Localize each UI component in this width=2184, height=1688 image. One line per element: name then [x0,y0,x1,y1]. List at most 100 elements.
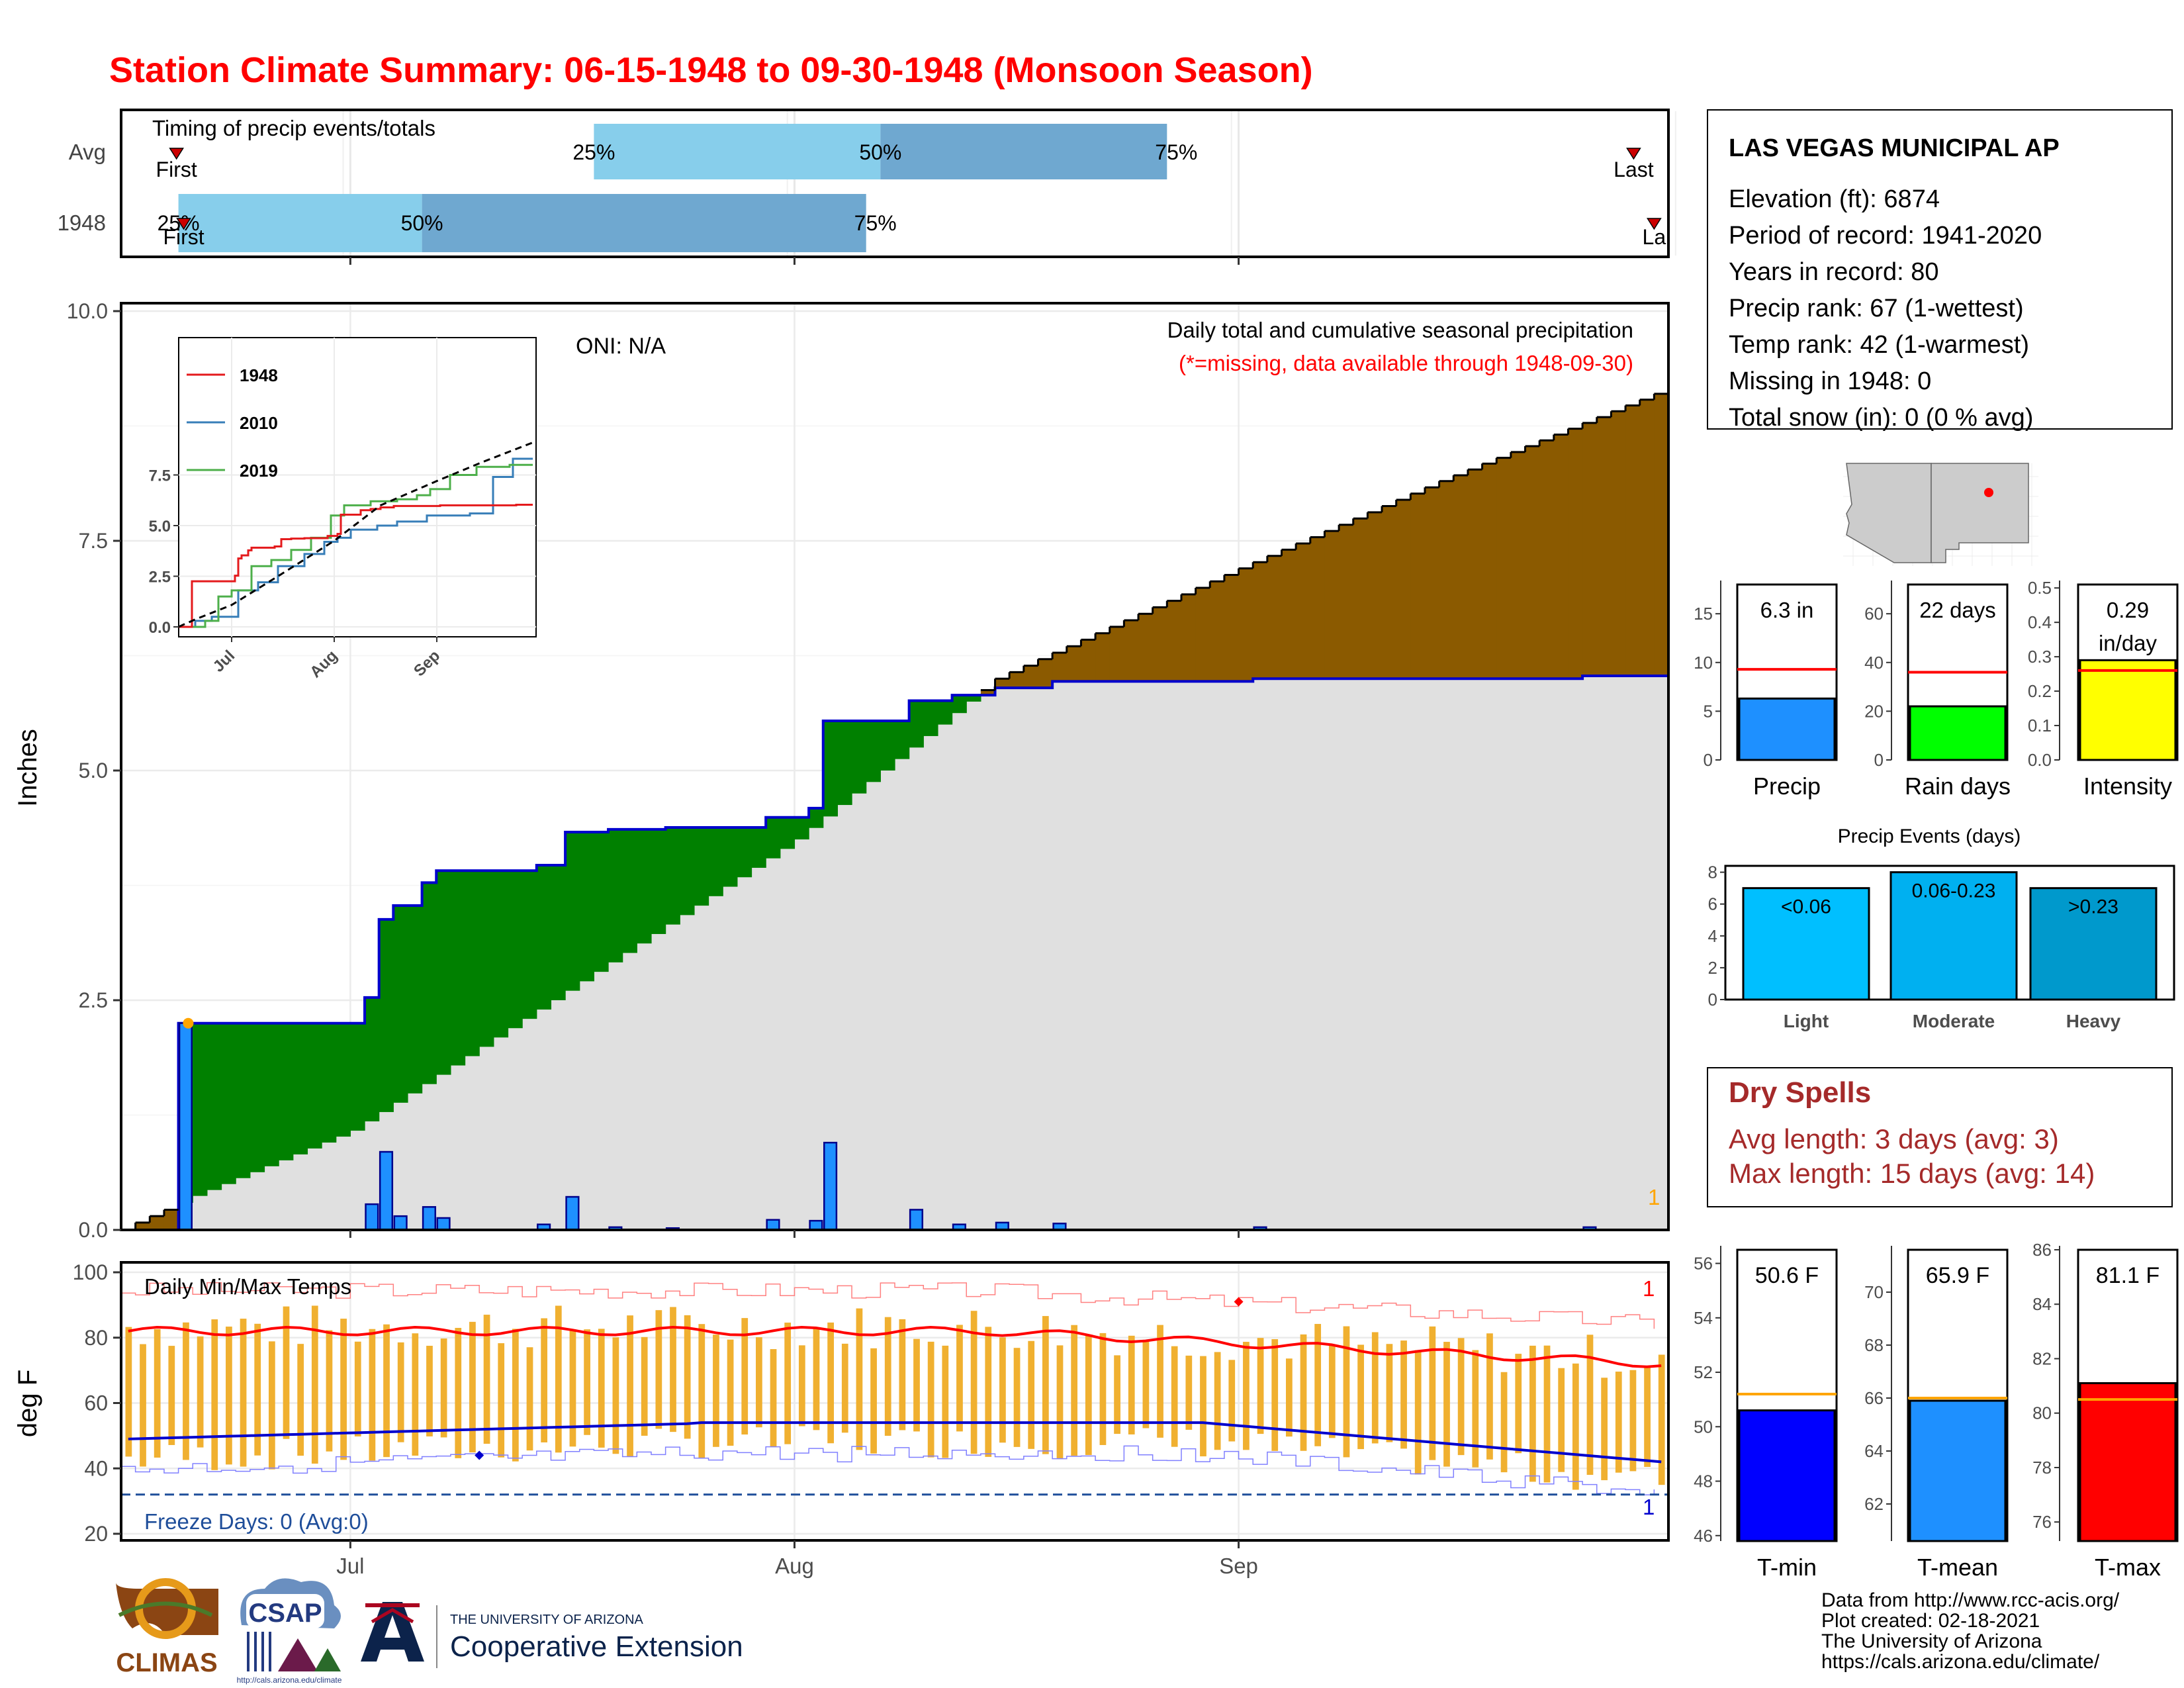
temp-daily-bars [125,1305,1665,1490]
precip-y-tick-label: 2.5 [79,988,108,1012]
temp-summary-t-mean-value-label: 65.9 F [1926,1263,1989,1288]
temp-summary-t-min-tick-label: 56 [1694,1254,1713,1274]
inset-line-2019 [179,463,533,628]
events-bar [2029,887,2158,1001]
temp-daily-bar [397,1342,404,1442]
above-avg-segment [952,695,967,714]
temp-summary-t-mean-name: T-mean [1917,1554,1998,1581]
temp-panel: 20 40 60 80 100 Jul Aug Sep deg F Daily Min/Ma… [13,1260,1670,1578]
season-summary-bars: 0 5 10 15 6.3 in Precip 0 20 40 60 22 days Rain day… [1694,578,2179,800]
summary-intensity-tick-label: 0.5 [2028,578,2052,598]
events-bar-label: >0.23 [2068,896,2118,918]
inset-lines [178,442,533,628]
above-avg-segment [264,1023,279,1166]
temp-y-ticks: 20 40 60 80 100 [73,1260,121,1546]
temp-daily-bar [1429,1326,1436,1460]
above-avg-segment [780,817,796,849]
below-avg-segment [1066,646,1082,682]
credit-data-source: Data from http://www.rcc-acis.org/ [1821,1589,2120,1611]
inset-y-tick-label: 7.5 [149,467,171,485]
below-avg-segment [1367,512,1383,679]
above-avg-segment [407,906,423,1094]
above-avg-segment [852,721,867,794]
station-location-dot [1984,488,1993,497]
summary-rain-days-value-label: 22 days [1919,598,1996,622]
timing-bar-25-50 [178,194,422,252]
temp-daily-bar [985,1327,992,1457]
temp-daily-bar [268,1341,275,1470]
above-avg-segment [895,721,910,759]
temp-daily-bar [1243,1342,1250,1450]
temp-daily-bar [125,1327,132,1457]
above-avg-segment [422,882,437,1084]
below-avg-segment [1167,600,1182,682]
daily-precip-bar [365,1203,379,1231]
daily-precip-bars [178,1022,1597,1231]
precip-x-ticks [349,1230,1240,1238]
daily-precip-bar [809,1219,823,1231]
above-avg-segment [665,827,680,925]
precip-corner-mark: 1 [1648,1185,1660,1209]
below-avg-segment [1482,463,1497,679]
credit-university: The University of Arizona [1821,1630,2042,1652]
record-low-marker [475,1450,484,1460]
temp-daily-bar [211,1319,218,1470]
below-avg-segment [1138,614,1154,682]
station-name: LAS VEGAS MUNICIPAL AP [1729,134,2060,162]
above-avg-segment [737,827,752,878]
daily-precip-bar [178,1022,193,1231]
temp-daily-bar [283,1306,290,1439]
temp-daily-bar [426,1346,433,1436]
timing-last-label: Last [1614,158,1654,181]
below-avg-segment [1081,639,1096,682]
summary-rain-days-bar [1909,705,2007,761]
temp-daily-bar [1572,1363,1579,1490]
temp-summary-t-max-tick-label: 78 [2032,1458,2052,1477]
below-avg-segment [1654,393,1669,677]
temp-daily-bar [784,1323,792,1444]
temp-daily-bar [1529,1345,1536,1482]
daily-precip-bar [909,1209,924,1231]
temp-summary-t-min-tick-label: 50 [1694,1417,1713,1436]
station-years: Years in record: 80 [1729,258,1939,286]
temp-daily-bar [469,1321,476,1453]
temp-daily-bar [297,1344,304,1456]
temp-daily-bar [727,1339,734,1446]
below-avg-segment [1582,422,1598,677]
temp-daily-bar [1028,1340,1035,1449]
above-avg-segment [479,870,494,1047]
temp-daily-bar [684,1315,691,1439]
summary-precip-chart: 0 5 10 15 6.3 in Precip [1694,581,1838,800]
temp-daily-bar [1629,1370,1637,1472]
below-avg-segment [1353,518,1368,679]
below-avg-segment [1496,457,1512,679]
dry-spells-frame [1707,1067,2173,1207]
temp-daily-bar [1013,1348,1021,1447]
daily-precip-bar [379,1150,394,1231]
summary-rain-days-tick-label: 0 [1874,750,1884,770]
temp-daily-bar [340,1319,347,1460]
below-avg-segment [1281,549,1297,679]
temp-daily-bar [1543,1345,1551,1483]
cumulative-1948-line [121,675,1668,1231]
timing-bar-50-75 [880,124,1167,179]
inset-y-tick-label: 5.0 [149,518,171,536]
below-avg-segment [1467,469,1483,679]
temp-daily-bar [927,1341,934,1458]
temp-daily-bar [1558,1368,1565,1472]
temp-daily-bar [383,1324,390,1458]
above-avg-segment [336,1023,351,1137]
events-tick-label: 8 [1708,863,1717,882]
timing-label: Timing of precip events/totals [152,116,435,140]
temp-daily-bar [1200,1356,1206,1457]
temp-daily-bar [1300,1334,1307,1451]
station-period: Period of record: 1941-2020 [1729,222,2042,250]
temp-daily-bar [1271,1339,1279,1451]
timing-panel: 25% 50% 75% First Last 25% 50% 75% First La Timin… [58,109,1676,265]
record-low-line [121,1445,1655,1496]
temp-summary-t-max-tick-label: 82 [2032,1348,2052,1368]
page-title: Station Climate Summary: 06-15-1948 to 0… [109,50,1313,90]
above-avg-segment [880,721,895,771]
summary-rain-days-name: Rain days [1905,773,2011,800]
